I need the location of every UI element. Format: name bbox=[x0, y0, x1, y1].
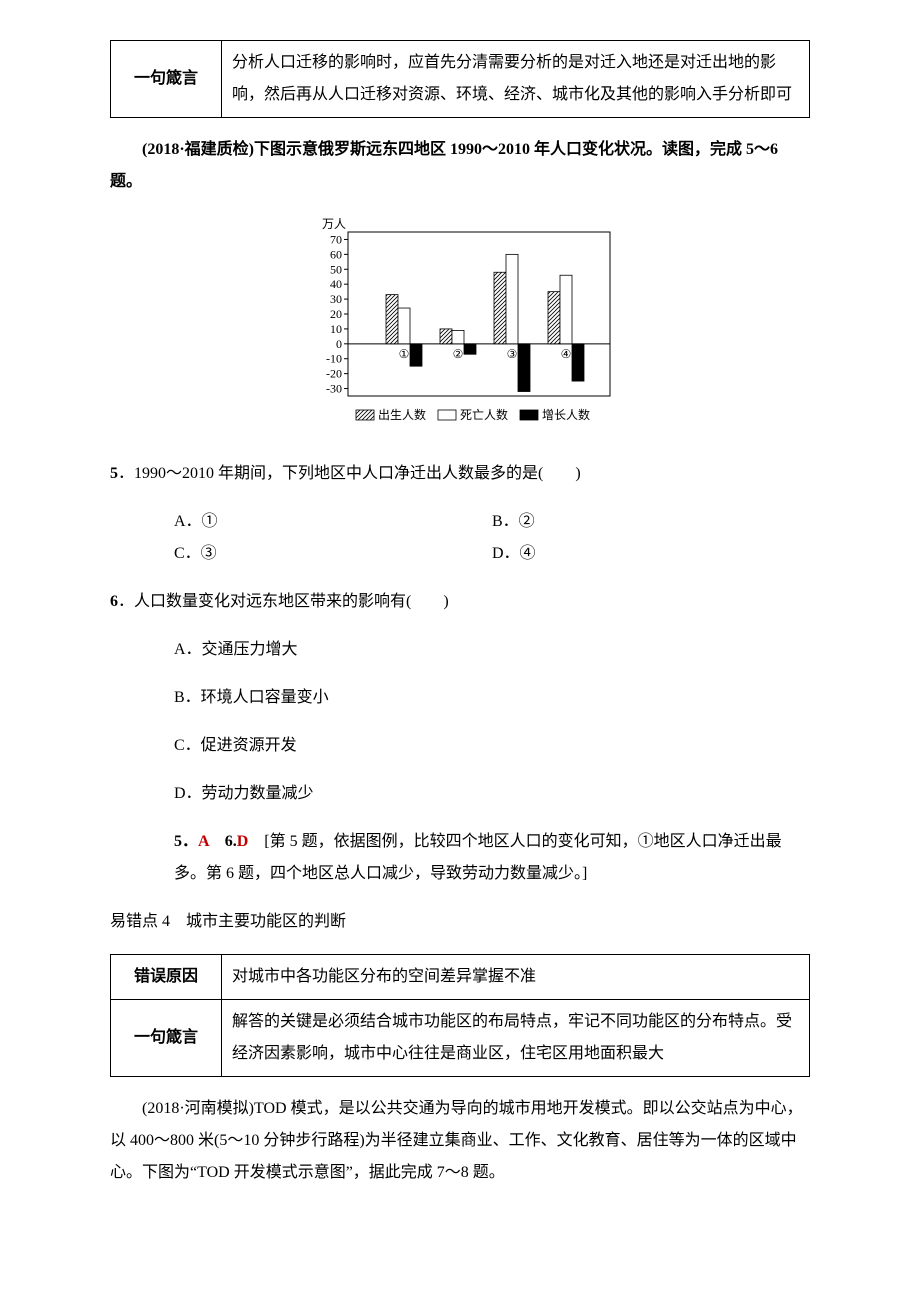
svg-text:增长人数: 增长人数 bbox=[542, 407, 590, 422]
svg-text:-10: -10 bbox=[326, 352, 342, 366]
svg-text:60: 60 bbox=[330, 247, 342, 261]
svg-text:10: 10 bbox=[330, 322, 342, 336]
q5-choice-d: D．④ bbox=[492, 538, 810, 570]
tip-table-1: 一句箴言 分析人口迁移的影响时，应首先分清需要分析的是对迁入地还是对迁出地的影响… bbox=[110, 40, 810, 118]
svg-text:0: 0 bbox=[336, 337, 342, 351]
q5-choice-b: B．② bbox=[492, 506, 810, 538]
svg-text:万人: 万人 bbox=[322, 217, 346, 231]
tip2-r1h: 错误原因 bbox=[111, 955, 222, 1000]
svg-text:40: 40 bbox=[330, 277, 342, 291]
population-chart: -30-20-10010203040506070万人 ① ② ③ ④ 出生人数 死亡人数 增长… bbox=[110, 214, 810, 442]
tip1-body: 分析人口迁移的影响时，应首先分清需要分析的是对迁入地还是对迁出地的影响，然后再从… bbox=[222, 41, 810, 118]
q6-choice-a: A．交通压力增大 bbox=[110, 634, 810, 666]
q5-choice-a: A．① bbox=[174, 506, 492, 538]
tip2-r2b: 解答的关键是必须结合城市功能区的布局特点，牢记不同功能区的分布特点。受经济因素影… bbox=[222, 1000, 810, 1077]
svg-text:70: 70 bbox=[330, 232, 342, 246]
tip-table-2: 错误原因 对城市中各功能区分布的空间差异掌握不准 一句箴言 解答的关键是必须结合… bbox=[110, 954, 810, 1077]
tod-intro: (2018·河南模拟)TOD 模式，是以公共交通为导向的城市用地开发模式。即以公… bbox=[110, 1093, 810, 1189]
svg-text:死亡人数: 死亡人数 bbox=[460, 407, 508, 422]
svg-text:③: ③ bbox=[507, 347, 518, 361]
section-4-title: 易错点 4 城市主要功能区的判断 bbox=[110, 906, 810, 938]
tip2-r1b: 对城市中各功能区分布的空间差异掌握不准 bbox=[222, 955, 810, 1000]
svg-text:④: ④ bbox=[561, 347, 572, 361]
svg-text:②: ② bbox=[453, 347, 464, 361]
q6-choice-c: C．促进资源开发 bbox=[110, 730, 810, 762]
q6-stem: 6．人口数量变化对远东地区带来的影响有( ) bbox=[110, 586, 810, 618]
q6-choice-b: B．环境人口容量变小 bbox=[110, 682, 810, 714]
tip1-header: 一句箴言 bbox=[111, 41, 222, 118]
tip2-r2h: 一句箴言 bbox=[111, 1000, 222, 1077]
svg-text:-30: -30 bbox=[326, 382, 342, 396]
q5-choices: A．① B．② bbox=[110, 506, 810, 538]
svg-text:50: 50 bbox=[330, 262, 342, 276]
q6-choice-d: D．劳动力数量减少 bbox=[110, 778, 810, 810]
svg-text:-20: -20 bbox=[326, 367, 342, 381]
svg-text:30: 30 bbox=[330, 292, 342, 306]
q5-stem: 5．1990～2010 年期间，下列地区中人口净迁出人数最多的是( ) bbox=[110, 458, 810, 490]
svg-text:①: ① bbox=[399, 347, 410, 361]
answer-block: 5．A 6.D [第 5 题，依据图例，比较四个地区人口的变化可知，①地区人口净… bbox=[110, 826, 810, 890]
q5-choices-2: C．③ D．④ bbox=[110, 538, 810, 570]
q5-choice-c: C．③ bbox=[174, 538, 492, 570]
svg-text:出生人数: 出生人数 bbox=[378, 407, 426, 422]
chart-intro: (2018·福建质检)下图示意俄罗斯远东四地区 1990～2010 年人口变化状… bbox=[110, 134, 810, 198]
svg-text:20: 20 bbox=[330, 307, 342, 321]
